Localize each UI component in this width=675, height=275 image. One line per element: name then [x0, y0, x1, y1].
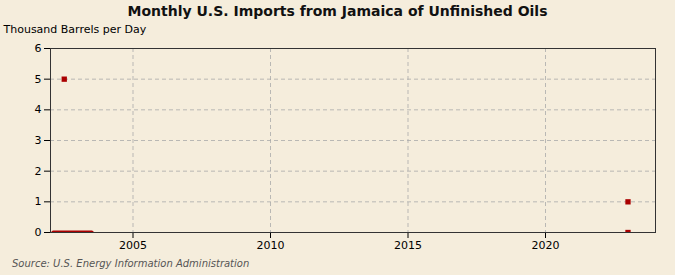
- html-text:Source: U.S. Energy Informatio: Source: U.S. Energy Information Administ…: [12, 258, 250, 269]
- html-text:Monthly U.S. Imports from Jama: Monthly U.S. Imports from Jamaica of Unf…: [127, 3, 548, 19]
- svg-text:0: 0: [35, 226, 42, 239]
- svg-text:1: 1: [35, 195, 42, 208]
- svg-text:2020: 2020: [532, 239, 560, 252]
- svg-text:2: 2: [35, 165, 42, 178]
- svg-text:2005: 2005: [119, 239, 147, 252]
- svg-text:Thousand Barrels per Day: Thousand Barrels per Day: [3, 23, 147, 36]
- svg-text:2010: 2010: [257, 239, 285, 252]
- svg-text:4: 4: [35, 103, 42, 116]
- svg-text:2015: 2015: [394, 239, 422, 252]
- svg-text:5: 5: [35, 73, 42, 86]
- svg-text:6: 6: [35, 42, 42, 55]
- svg-text:3: 3: [35, 134, 42, 147]
